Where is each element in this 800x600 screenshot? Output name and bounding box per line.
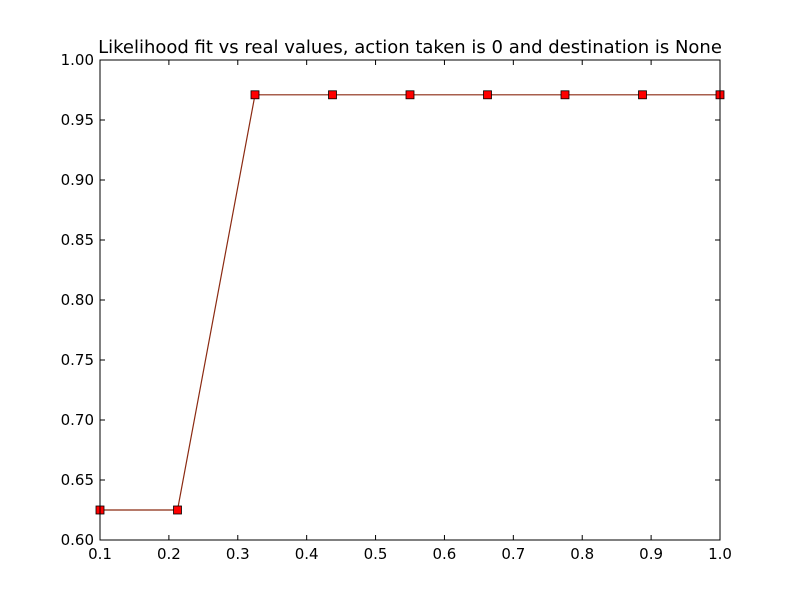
x-tick-label-5: 0.6 [433,545,457,563]
x-tick-label-2: 0.3 [226,545,250,563]
y-tick-label-5: 0.85 [61,231,94,249]
y-tick-label-6: 0.90 [61,171,94,189]
data-point-5 [484,91,492,99]
x-tick-label-3: 0.4 [295,545,319,563]
chart-title: Likelihood fit vs real values, action ta… [98,37,722,58]
x-tick-label-6: 0.7 [501,545,525,563]
x-tick-label-1: 0.2 [157,545,181,563]
data-point-4 [406,91,414,99]
y-tick-label-0: 0.60 [61,531,94,549]
data-point-1 [174,506,182,514]
data-point-6 [561,91,569,99]
plot-area: 0.1 0.2 0.3 0.4 0.5 0.6 0.7 0.8 0.9 1.00.600.650.… [61,51,732,563]
series-0-line [100,95,720,510]
x-tick-label-9: 1.0 [708,545,732,563]
y-tick-label-8: 1.00 [61,51,94,69]
x-tick-label-7: 0.8 [570,545,594,563]
axes-frame [100,60,720,540]
y-tick-label-4: 0.80 [61,291,94,309]
x-tick-label-8: 0.9 [639,545,663,563]
y-tick-label-1: 0.65 [61,471,94,489]
data-point-3 [329,91,337,99]
y-tick-label-7: 0.95 [61,111,94,129]
y-tick-label-3: 0.75 [61,351,94,369]
data-point-2 [251,91,259,99]
x-tick-label-4: 0.5 [364,545,388,563]
y-tick-label-2: 0.70 [61,411,94,429]
data-point-7 [639,91,647,99]
